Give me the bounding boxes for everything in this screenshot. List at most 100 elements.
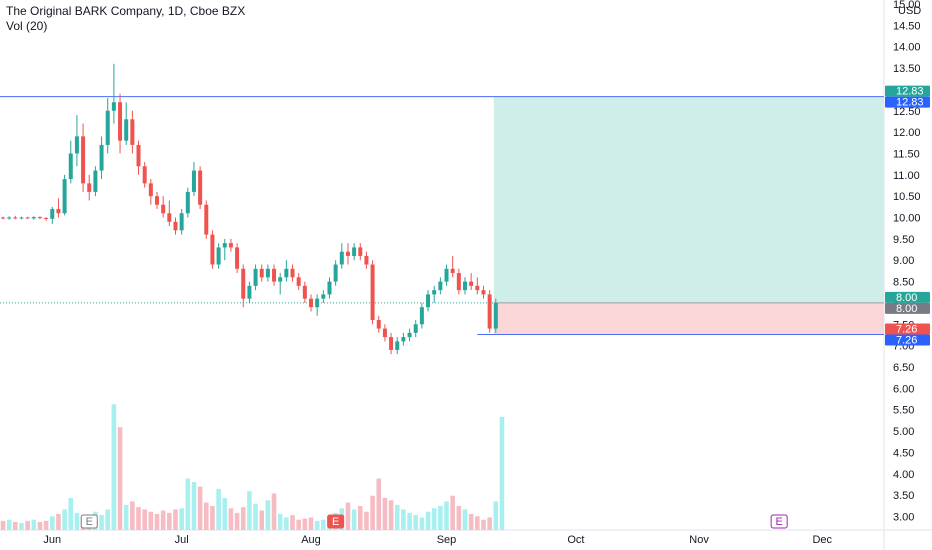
volume-bar <box>468 514 474 530</box>
candle-body <box>493 302 498 329</box>
candle-body <box>173 221 178 231</box>
candle-body <box>235 247 240 269</box>
time-tick-label: Oct <box>567 534 584 546</box>
candle-body <box>426 294 431 308</box>
candle-body <box>401 337 406 342</box>
volume-bar <box>13 522 18 530</box>
price-tag-text: 7.26 <box>896 335 917 347</box>
price-tag-text: 8.00 <box>896 303 917 315</box>
volume-bar <box>481 519 486 530</box>
candle-body <box>99 144 104 171</box>
candle-body <box>167 213 172 222</box>
volume-bar <box>370 495 375 530</box>
volume-bar <box>130 501 135 530</box>
candle-body <box>339 251 344 265</box>
volume-bar <box>49 516 55 530</box>
price-tick-label: 11.00 <box>893 170 920 182</box>
candle-body <box>469 281 474 286</box>
volume-bar <box>438 506 443 530</box>
candle-body <box>198 170 203 205</box>
candle-body <box>463 281 467 291</box>
volume-bar <box>62 509 67 530</box>
candle-body <box>296 277 301 286</box>
time-tick-label: Aug <box>301 534 321 546</box>
volume-bar <box>450 495 455 530</box>
price-tick-label: 3.50 <box>893 490 914 502</box>
price-tick-label: 10.50 <box>893 191 921 203</box>
volume-bar <box>216 488 221 530</box>
volume-bar <box>203 502 209 530</box>
volume-bar <box>290 515 295 530</box>
volume-bar <box>247 491 252 530</box>
candle-body <box>376 320 381 329</box>
candle-body <box>161 204 166 214</box>
price-tag-line <box>885 96 930 108</box>
candle-body <box>327 281 332 295</box>
volume-bar <box>123 504 129 530</box>
volume-bar <box>154 514 160 530</box>
candle-body <box>444 268 449 282</box>
loss-zone <box>493 302 884 335</box>
candle-body <box>204 204 209 235</box>
candle-body <box>432 290 437 295</box>
volume-bar <box>277 514 283 530</box>
candle-body <box>136 144 141 167</box>
candle-body <box>395 341 400 350</box>
volume-bar <box>413 515 419 530</box>
volume-bar <box>364 511 369 530</box>
candle-body <box>19 217 24 219</box>
volume-bar <box>456 506 462 530</box>
candle-body <box>210 234 215 265</box>
time-tick-label: Sep <box>437 534 457 546</box>
candle-body <box>142 166 147 184</box>
price-tag-text: 7.26 <box>896 324 917 336</box>
volume-bar <box>167 512 172 530</box>
candle-body <box>13 217 18 219</box>
volume-bar <box>6 519 12 530</box>
volume-bar <box>43 520 49 530</box>
candle-body <box>130 119 135 145</box>
price-tag-text: 12.83 <box>896 97 924 109</box>
volume-bar <box>240 507 246 530</box>
candle-body <box>450 268 455 274</box>
volume-bar <box>407 512 412 530</box>
volume-bar <box>284 517 289 530</box>
candle-body <box>407 332 412 338</box>
candle-body <box>56 208 61 214</box>
volume-bar <box>173 509 178 530</box>
volume-bar <box>105 509 111 530</box>
volume-bar <box>321 519 326 530</box>
volume-bar <box>388 500 394 530</box>
volume-bar <box>382 498 388 530</box>
volume-bar <box>253 503 258 530</box>
candle-body <box>481 290 486 295</box>
price-tick-label: 4.00 <box>893 469 914 481</box>
volume-bar <box>499 416 505 530</box>
candle-body <box>370 264 375 321</box>
candle-body <box>265 268 270 278</box>
volume-bar <box>0 520 6 530</box>
volume-bar <box>314 520 320 530</box>
candle-body <box>44 217 49 219</box>
volume-bar <box>419 517 425 530</box>
volume-bar <box>493 501 499 530</box>
candle-body <box>124 119 129 141</box>
candle-body <box>358 247 363 256</box>
currency-label: USD <box>898 5 921 17</box>
price-tick-label: 15.00 <box>893 0 921 11</box>
candle-body <box>148 183 153 197</box>
volume-bar <box>265 500 271 530</box>
candle-body <box>290 268 295 278</box>
volume-bar <box>25 520 30 530</box>
price-tag-text: 12.83 <box>896 86 924 98</box>
candle-body <box>87 183 92 192</box>
earnings-marker <box>80 514 98 529</box>
volume-bar <box>74 512 80 530</box>
candle-body <box>456 273 461 291</box>
volume-bar <box>210 506 215 530</box>
price-tick-label: 14.00 <box>893 42 921 54</box>
candle-body <box>185 191 190 214</box>
price-tick-label: 4.50 <box>893 447 914 459</box>
